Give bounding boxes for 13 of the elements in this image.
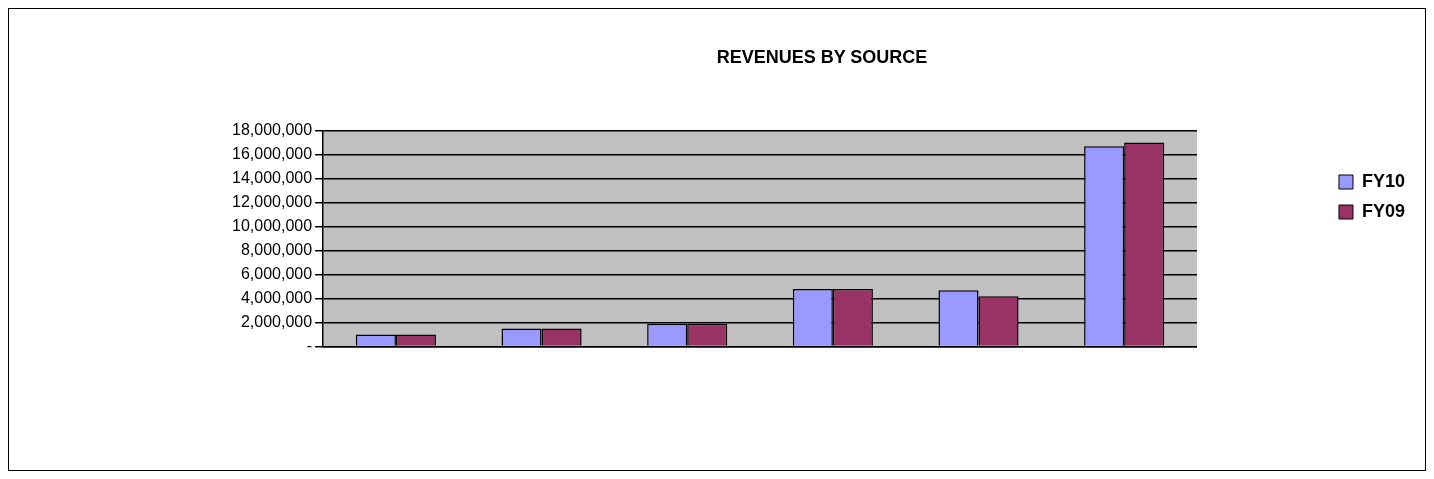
y-tick-label: 4,000,000	[240, 289, 313, 307]
y-tick-label: 14,000,000	[232, 169, 313, 187]
legend-label: FY10	[1361, 170, 1406, 191]
y-tick-label: 12,000,000	[232, 193, 313, 211]
y-tick-label: 2,000,000	[240, 313, 313, 331]
y-tick-label: -	[306, 337, 313, 355]
legend-label: FY09	[1361, 200, 1406, 221]
chart-title: REVENUES BY SOURCE	[716, 46, 928, 67]
y-tick-label: 8,000,000	[240, 241, 313, 259]
y-tick-label: 16,000,000	[232, 145, 313, 163]
y-tick-label: 18,000,000	[232, 121, 313, 139]
y-tick-label: 6,000,000	[240, 265, 313, 283]
y-tick-label: 10,000,000	[232, 217, 313, 235]
